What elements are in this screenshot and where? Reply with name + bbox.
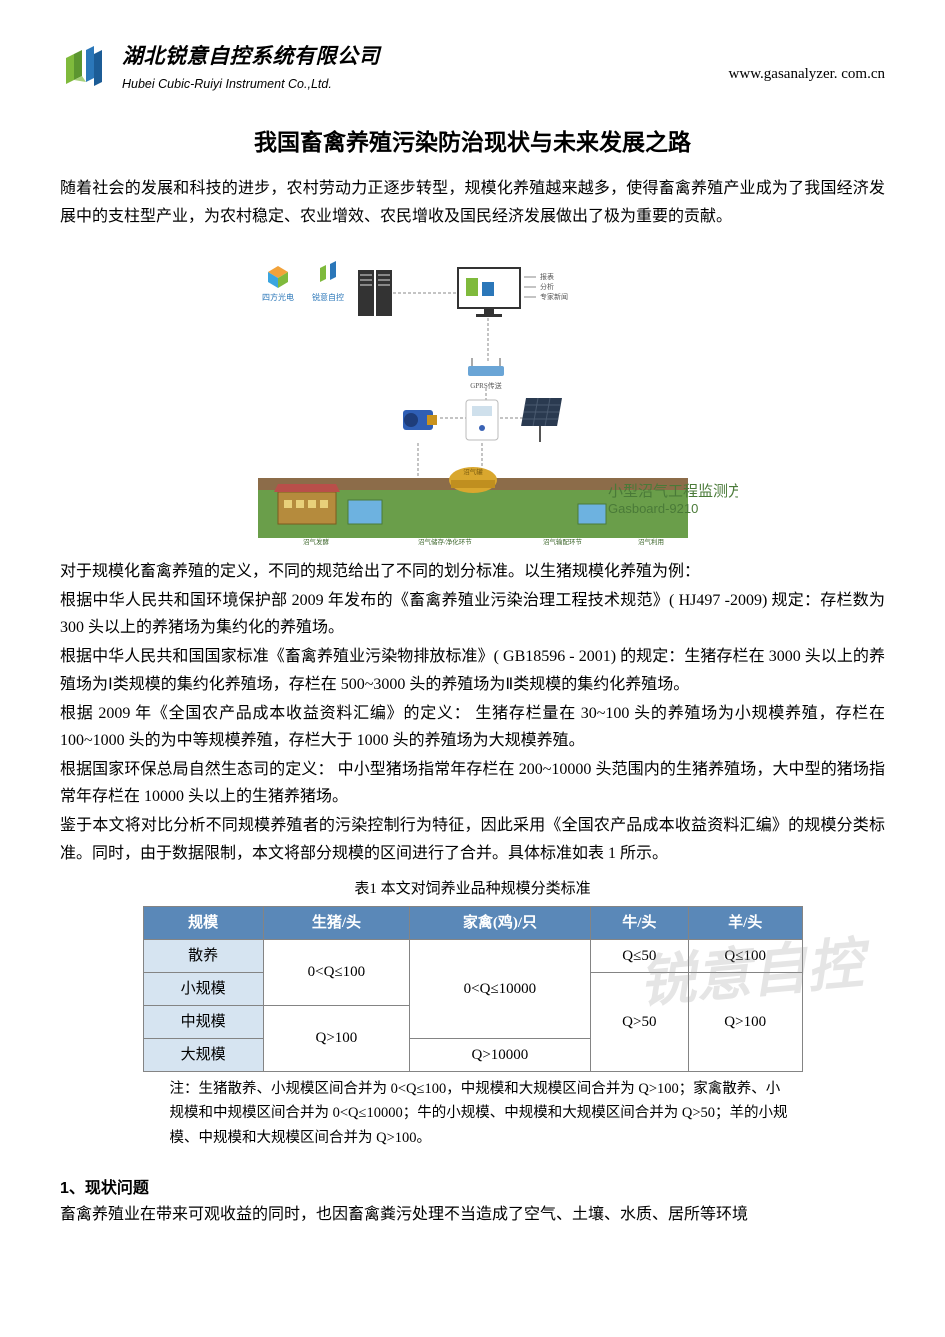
company-logo-block: 湖北锐意自控系统有限公司 Hubei Cubic-Ruiyi Instrumen…: [60, 40, 380, 94]
company-name-cn: 湖北锐意自控系统有限公司: [122, 40, 380, 74]
th-pig: 生猪/头: [263, 906, 409, 939]
system-diagram-svg: 四方光电 锐意自控 报表 分析 专家新闻: [208, 248, 738, 548]
row-label-0: 散养: [143, 939, 263, 972]
para-6: 鉴于本文将对比分析不同规模养殖者的污染控制行为特征，因此采用《全国农产品成本收益…: [60, 812, 885, 866]
table-note: 注：生猪散养、小规模区间合并为 0<Q≤100，中规模和大规模区间合并为 Q>1…: [158, 1077, 788, 1151]
company-name-en: Hubei Cubic-Ruiyi Instrument Co.,Ltd.: [122, 74, 380, 94]
scale-table-container: 锐意自控 规模 生猪/头 家禽(鸡)/只 牛/头 羊/头 散养 0<Q≤100 …: [143, 906, 803, 1072]
row-label-2: 中规模: [143, 1005, 263, 1038]
row-label-1: 小规模: [143, 972, 263, 1005]
company-names: 湖北锐意自控系统有限公司 Hubei Cubic-Ruiyi Instrumen…: [122, 40, 380, 94]
diagram-caption-2: Gasboard-9210: [608, 501, 698, 516]
para-1: 对于规模化畜禽养殖的定义，不同的规范给出了不同的划分标准。以生猪规模化养殖为例：: [60, 558, 885, 585]
scale-table: 规模 生猪/头 家禽(鸡)/只 牛/头 羊/头 散养 0<Q≤100 0<Q≤1…: [143, 906, 803, 1072]
cell-poultry-012: 0<Q≤10000: [410, 939, 591, 1038]
svg-text:报表: 报表: [540, 272, 554, 281]
para-5: 根据国家环保总局自然生态司的定义： 中小型猪场指常年存栏在 200~10000 …: [60, 756, 885, 810]
intro-paragraph: 随着社会的发展和科技的进步，农村劳动力正逐步转型，规模化养殖越来越多，使得畜禽养…: [60, 175, 885, 229]
table-caption: 表1 本文对饲养业品种规模分类标准: [60, 877, 885, 901]
para-2: 根据中华人民共和国环境保护部 2009 年发布的《畜禽养殖业污染治理工程技术规范…: [60, 587, 885, 641]
svg-text:沼气输配环节: 沼气输配环节: [543, 537, 583, 546]
cell-cattle-0: Q≤50: [590, 939, 688, 972]
cell-sheep-0: Q≤100: [688, 939, 802, 972]
svg-text:专家新闻: 专家新闻: [540, 292, 568, 301]
system-diagram: 四方光电 锐意自控 报表 分析 专家新闻: [208, 248, 738, 548]
website-url: www.gasanalyzer. com.cn: [729, 62, 885, 86]
diagram-caption-1: 小型沼气工程监测方案: [608, 482, 738, 500]
th-poultry: 家禽(鸡)/只: [410, 906, 591, 939]
svg-text:分析: 分析: [540, 282, 554, 291]
svg-text:沼气罐: 沼气罐: [463, 467, 483, 476]
cell-pig-01: 0<Q≤100: [263, 939, 409, 1005]
brand1-label: 四方光电: [262, 292, 294, 302]
row-label-3: 大规模: [143, 1038, 263, 1071]
th-scale: 规模: [143, 906, 263, 939]
page-header: 湖北锐意自控系统有限公司 Hubei Cubic-Ruiyi Instrumen…: [60, 40, 885, 94]
cell-poultry-3: Q>10000: [410, 1038, 591, 1071]
svg-text:沼气利用: 沼气利用: [638, 537, 664, 546]
cell-sheep-123: Q>100: [688, 972, 802, 1071]
svg-text:沼气发酵: 沼气发酵: [303, 537, 330, 546]
th-sheep: 羊/头: [688, 906, 802, 939]
th-cattle: 牛/头: [590, 906, 688, 939]
brand2-label: 锐意自控: [312, 292, 344, 302]
para-4: 根据 2009 年《全国农产品成本收益资料汇编》的定义： 生猪存栏量在 30~1…: [60, 700, 885, 754]
cell-cattle-123: Q>50: [590, 972, 688, 1071]
section-1-body: 畜禽养殖业在带来可观收益的同时，也因畜禽粪污处理不当造成了空气、土壤、水质、居所…: [60, 1201, 885, 1228]
section-1-title: 1、现状问题: [60, 1176, 885, 1202]
document-title: 我国畜禽养殖污染防治现状与未来发展之路: [60, 124, 885, 161]
svg-text:沼气储存/净化环节: 沼气储存/净化环节: [418, 537, 472, 546]
company-logo-icon: [60, 46, 112, 88]
cell-pig-23: Q>100: [263, 1005, 409, 1071]
para-3: 根据中华人民共和国国家标准《畜禽养殖业污染物排放标准》( GB18596 - 2…: [60, 643, 885, 697]
